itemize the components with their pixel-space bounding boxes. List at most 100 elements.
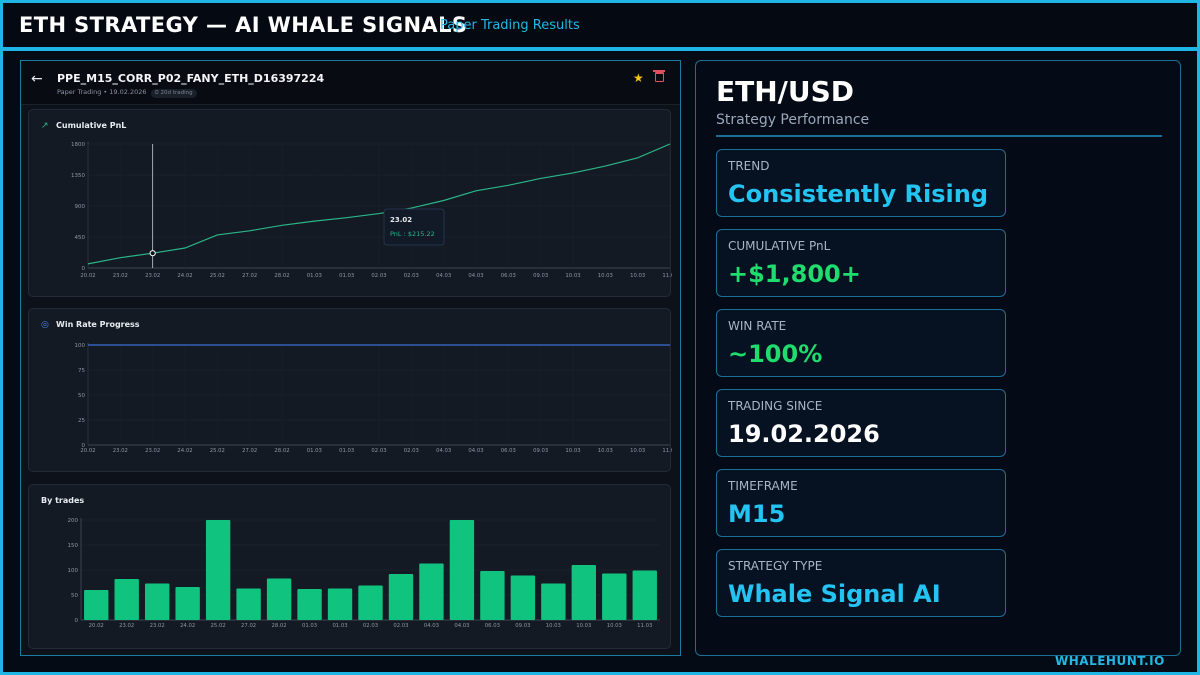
y-tick-label: 50 [71,593,78,599]
tooltip-value: PnL : $215.22 [390,230,435,238]
stat-card-timeframe: TIMEFRAME M15 [716,469,1006,537]
x-tick-label: 04.03 [454,623,469,629]
x-tick-label: 11.03 [662,448,672,454]
by-trades-chart[interactable]: 0 50 100 150 200 20.02 23.02 23.02 24.02 25.02 27.… [29,485,672,650]
hover-point [149,250,156,257]
x-tick-label: 04.03 [436,273,451,279]
x-tick-label: 10.03 [607,623,622,629]
stat-value: ~100% [728,340,823,368]
x-tick-label: 06.03 [485,623,500,629]
x-tick-label: 25.02 [210,448,225,454]
x-tick-label: 02.03 [363,623,378,629]
summary-panel: ETH/USD Strategy Performance TREND Consis… [695,60,1181,656]
x-tick-label: 04.03 [436,448,451,454]
y-tick-label: 150 [68,543,79,549]
stat-label: TIMEFRAME [728,479,798,493]
bar [144,583,170,620]
y-tick-label: 75 [78,368,85,374]
star-icon[interactable]: ★ [633,71,644,85]
y-tick-label: 0 [75,618,79,624]
x-tick-label: 02.03 [393,623,408,629]
x-tick-label: 10.03 [630,448,645,454]
y-tick-label: 900 [75,204,86,210]
stat-label: CUMULATIVE PnL [728,239,831,253]
x-tick-label: 01.03 [332,623,347,629]
bar [297,589,322,620]
x-tick-label: 01.03 [307,448,322,454]
x-tick-label: 02.03 [404,448,419,454]
x-tick-label: 23.02 [145,448,160,454]
x-tick-label: 01.03 [339,448,354,454]
bar [388,574,414,620]
stat-value: Whale Signal AI [728,580,941,608]
x-tick-label: 10.03 [546,623,561,629]
stat-value: Consistently Rising [728,180,989,208]
stat-label: TREND [728,159,770,173]
bar [419,563,444,620]
bar [480,571,505,620]
stat-value: +$1,800+ [728,260,861,288]
tooltip-box [383,208,445,246]
x-tick-label: 09.03 [533,273,548,279]
tooltip-date: 23.02 [390,216,412,224]
stat-label: WIN RATE [728,319,787,333]
win-rate-chart[interactable]: 0 25 50 75 100 20.02 23.02 23.02 24.02 25.02 27.02… [29,309,672,473]
pnl-line [87,143,671,265]
stat-label: TRADING SINCE [728,399,823,413]
y-tick-label: 1350 [71,173,85,179]
x-tick-label: 10.03 [565,273,580,279]
by-trades-card-title: By trades [41,496,85,505]
arrow-left-icon[interactable]: ← [31,71,43,87]
x-tick-label: 02.03 [371,273,386,279]
x-tick-label: 23.02 [119,623,134,629]
stat-card-strategy-type: STRATEGY TYPE Whale Signal AI [716,549,1006,617]
page-title: ETH STRATEGY — AI WHALE SIGNALS [19,13,468,37]
pair-title: ETH/USD [716,75,855,108]
bar [571,565,597,620]
y-tick-label: 0 [82,266,86,272]
y-tick-label: 200 [68,518,79,524]
y-tick-label: 50 [78,393,85,399]
x-tick-label: 10.03 [630,273,645,279]
x-tick-label: 27.02 [241,623,256,629]
app-screenshot-panel: ← PPE_M15_CORR_P02_FANY_ETH_D16397224 Pa… [20,60,681,656]
trend-up-icon: ↗ [41,121,49,131]
summary-divider [716,135,1162,137]
x-tick-label: 09.03 [533,448,548,454]
win-rate-card-title: Win Rate Progress [56,320,140,329]
summary-subtitle: Strategy Performance [716,112,870,128]
x-tick-label: 09.03 [515,623,530,629]
trash-icon[interactable] [653,70,665,82]
bar [602,573,627,620]
x-tick-label: 20.02 [80,273,95,279]
x-tick-label: 27.02 [242,448,257,454]
bar [632,570,657,620]
y-tick-label: 450 [75,235,86,241]
bar [266,578,292,620]
x-tick-label: 20.02 [89,623,104,629]
bar [327,588,353,620]
stat-value: M15 [728,500,786,528]
stat-card-trading-since: TRADING SINCE 19.02.2026 [716,389,1006,457]
x-tick-label: 04.03 [424,623,439,629]
bar [510,575,536,620]
bar [205,520,231,620]
cumulative-pnl-chart[interactable]: 0 450 900 1350 1800 20.02 23.02 23.02 24.02 25.02… [29,110,672,298]
strategy-meta-text: Paper Trading • 19.02.2026 [57,88,147,96]
x-tick-label: 28.02 [271,623,286,629]
bar [449,520,475,620]
x-tick-label: 10.03 [598,448,613,454]
strategy-meta: Paper Trading • 19.02.2026 ⏲ 20d trading [57,88,197,98]
bar [236,588,261,620]
x-tick-label: 06.03 [501,448,516,454]
x-tick-label: 25.02 [211,623,226,629]
stat-value: 19.02.2026 [728,420,880,448]
y-tick-label: 0 [82,443,86,449]
x-tick-label: 11.03 [637,623,652,629]
x-tick-label: 04.03 [468,273,483,279]
x-tick-label: 25.02 [210,273,225,279]
trading-days-badge: ⏲ 20d trading [150,89,197,98]
y-tick-label: 100 [68,568,79,574]
x-tick-label: 01.03 [307,273,322,279]
